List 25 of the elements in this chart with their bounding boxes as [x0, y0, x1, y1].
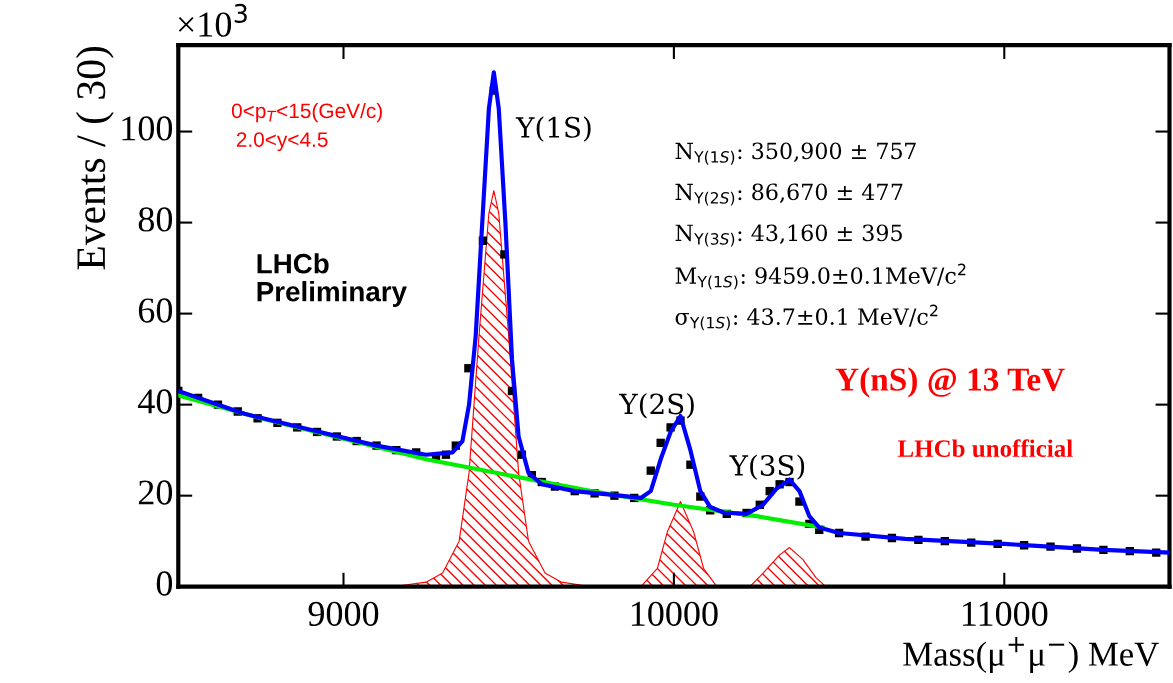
annotation: 2.0<y<4.5	[236, 132, 328, 152]
annotation: Υ(nS) @ 13 TeV	[835, 367, 1065, 398]
text: ×10$^{3}$	[178, 3, 247, 37]
annotation: Υ(3S)	[729, 454, 805, 480]
y-tick-label: 0	[156, 571, 173, 596]
y-axis-title: Events / ( 30)	[75, 46, 114, 270]
y-tick-label: 20	[138, 480, 173, 505]
annotation: σ$_{Υ(1S)}$: 43.7±0.1 MeV/c$^{2}$	[675, 304, 938, 331]
x-tick-label: 11000	[963, 601, 1048, 626]
annotation: N$_{Υ(3S)}$: 43,160 ± 395	[675, 224, 902, 247]
x-axis-title: Mass(μ$^{+}$μ$^{−}$) MeV	[903, 637, 1159, 674]
annotation: 0<p$_{T}$<15(GeV/c)	[231, 102, 382, 123]
annotation: M$_{Υ(1S)}$: 9459.0±0.1MeV/c$^{2}$	[675, 263, 966, 290]
annotation: N$_{Υ(2S)}$: 86,670 ± 477	[675, 183, 903, 206]
y-tick-label: 40	[138, 389, 173, 414]
x-tick-label: 10000	[631, 601, 718, 626]
x-tick-label: 9000	[308, 601, 379, 626]
annotation: Υ(2S)	[619, 392, 694, 419]
annotation: LHCb Preliminary	[257, 253, 407, 307]
y-tick-label: 60	[138, 298, 173, 323]
annotation: Υ(1S)	[515, 116, 591, 142]
y-tick-label: 100	[122, 116, 173, 141]
annotation: LHCb unofficial	[897, 439, 1073, 458]
y-tick-label: 80	[138, 207, 173, 232]
annotation: N$_{Υ(1S)}$: 350,900 ± 757	[675, 142, 916, 165]
